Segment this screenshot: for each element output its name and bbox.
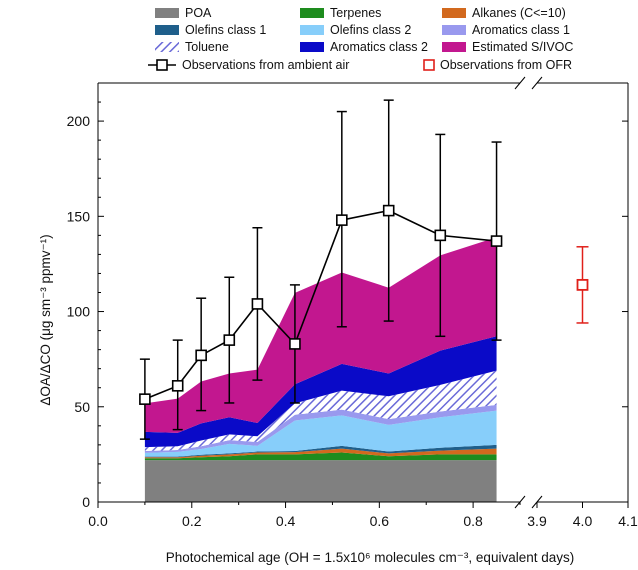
area-aromatics-class-1 bbox=[144, 404, 497, 453]
ofr-observation-point bbox=[576, 278, 589, 291]
ambient-observation-point bbox=[171, 380, 184, 392]
ambient-observation-point bbox=[434, 229, 447, 242]
area-olefins-class-1 bbox=[144, 444, 497, 458]
area-aromatics-class-2 bbox=[144, 336, 497, 448]
x-tick-label: 0.0 bbox=[88, 513, 108, 529]
ambient-observation-point bbox=[336, 214, 348, 226]
area-olefins-class-2 bbox=[144, 410, 497, 457]
ambient-observation-point bbox=[251, 298, 264, 310]
ambient-observation-line bbox=[144, 209, 497, 400]
ambient-observation-point bbox=[139, 393, 151, 405]
ambient-observation-point bbox=[382, 204, 395, 217]
legend-label: Aromatics class 1 bbox=[472, 23, 570, 37]
axes: 0 50 100 150 200 0.0 0.2 0.4 0.6 0.8 3.9 4.0 4.1 bbox=[67, 76, 638, 529]
legend-label: Toluene bbox=[185, 40, 229, 54]
area-poa bbox=[144, 460, 497, 502]
area-alkanes-c-10 bbox=[144, 448, 497, 459]
legend-swatch bbox=[155, 42, 179, 52]
x-tick-label: 0.8 bbox=[463, 513, 483, 529]
area-toluene bbox=[144, 370, 497, 451]
legend-swatch bbox=[155, 8, 179, 18]
legend-label: Aromatics class 2 bbox=[330, 40, 428, 54]
legend-swatch bbox=[300, 8, 324, 18]
ambient-observation-point bbox=[223, 334, 236, 346]
legend-ofr-marker bbox=[423, 59, 435, 71]
legend-swatch bbox=[155, 25, 179, 35]
y-axis-title: ΔOA/ΔCO (μg sm⁻³ ppmv⁻¹) bbox=[38, 234, 53, 405]
area-terpenes bbox=[144, 452, 497, 461]
x-axis-title: Photochemical age (OH = 1.5x10⁶ molecule… bbox=[166, 550, 575, 565]
x-tick-label: 0.2 bbox=[182, 513, 202, 529]
axis-break-mark bbox=[514, 76, 526, 90]
legend-ofr-label: Observations from OFR bbox=[440, 58, 572, 72]
legend-label: Estimated S/IVOC bbox=[472, 40, 573, 54]
observations bbox=[139, 99, 589, 440]
legend-swatch bbox=[300, 42, 324, 52]
x-tick-label: 0.6 bbox=[370, 513, 390, 529]
legend-label: Olefins class 1 bbox=[185, 23, 266, 37]
x-tick-label-break: 4.0 bbox=[573, 513, 593, 529]
legend-swatch bbox=[442, 8, 466, 18]
y-tick-label: 100 bbox=[67, 304, 91, 320]
ambient-observation-point bbox=[195, 349, 207, 362]
legend-label: POA bbox=[185, 6, 212, 20]
legend-label: Terpenes bbox=[330, 6, 381, 20]
y-tick-label: 0 bbox=[82, 494, 90, 510]
y-tick-label: 150 bbox=[67, 208, 91, 224]
x-tick-label-break: 3.9 bbox=[527, 513, 547, 529]
x-tick-label-break: 4.1 bbox=[618, 513, 638, 529]
y-tick-label: 50 bbox=[74, 399, 90, 415]
legend-swatch bbox=[442, 42, 466, 52]
x-tick-label: 0.4 bbox=[276, 513, 296, 529]
ambient-observation-point bbox=[490, 235, 503, 247]
y-tick-label: 200 bbox=[67, 113, 91, 129]
legend-label: Alkanes (C<=10) bbox=[472, 6, 566, 20]
legend-swatch bbox=[442, 25, 466, 35]
axis-break-mark bbox=[531, 76, 543, 90]
legend-swatch bbox=[300, 25, 324, 35]
legend-label: Olefins class 2 bbox=[330, 23, 411, 37]
legend-ambient-label: Observations from ambient air bbox=[182, 58, 349, 72]
ambient-observation-point bbox=[289, 338, 301, 350]
legend-ambient-marker bbox=[156, 59, 168, 71]
legend: POA Terpenes Alkanes (C<=10) Olefins class … bbox=[148, 6, 573, 72]
area-estimated-s-ivoc bbox=[144, 237, 497, 433]
stacked-areas bbox=[144, 237, 497, 502]
